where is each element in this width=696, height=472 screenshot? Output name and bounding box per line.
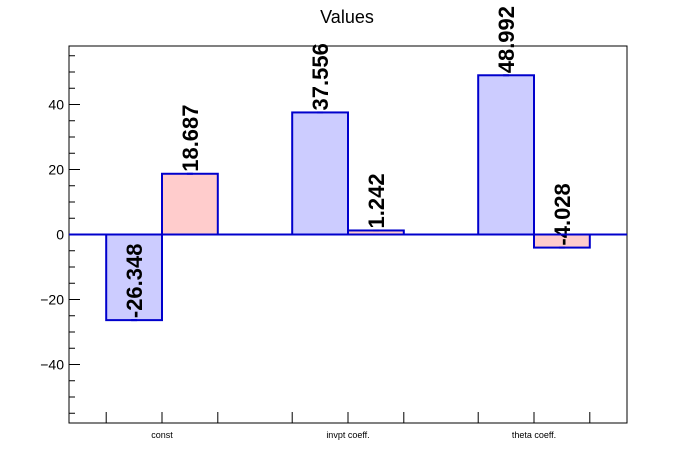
bar-value-label: 1.242 bbox=[364, 173, 389, 228]
bar-value-label: -26.348 bbox=[122, 244, 147, 319]
chart-title: Values bbox=[320, 7, 374, 27]
bar-value-label: 48.992 bbox=[494, 6, 519, 73]
y-tick-label: 40 bbox=[48, 97, 64, 113]
y-tick-label: −40 bbox=[40, 357, 64, 373]
y-tick-label: −20 bbox=[40, 292, 64, 308]
bar-value-label: 18.687 bbox=[178, 104, 203, 171]
bar bbox=[477, 74, 536, 236]
bar bbox=[105, 233, 163, 322]
x-category-label: const bbox=[151, 430, 173, 440]
x-category-label: invpt coeff. bbox=[326, 430, 369, 440]
bar-value-label: -4.028 bbox=[550, 183, 575, 245]
bar-value-label: 37.556 bbox=[308, 43, 333, 110]
x-category-label: theta coeff. bbox=[512, 430, 556, 440]
bar bbox=[161, 172, 219, 236]
y-tick-label: 20 bbox=[48, 162, 64, 178]
bar bbox=[291, 111, 350, 236]
y-tick-label: 0 bbox=[56, 227, 64, 243]
